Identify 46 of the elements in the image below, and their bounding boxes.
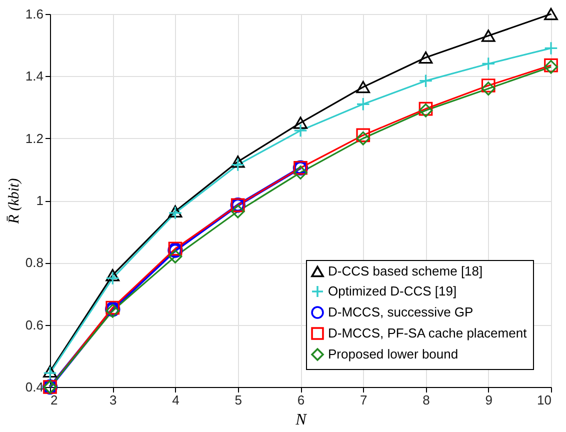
x-tick-label: 4 <box>172 392 180 408</box>
point <box>230 204 245 218</box>
y-tick-label: 0.4 <box>25 380 44 394</box>
point <box>106 271 120 286</box>
x-tick-label: 3 <box>110 392 117 408</box>
legend-label: Proposed lower bound <box>328 346 458 362</box>
legend-label: D-CCS based scheme [18] <box>328 264 483 278</box>
point <box>294 116 308 129</box>
point <box>106 268 120 282</box>
y-tick-label: 1 <box>36 193 44 208</box>
legend-label: D-MCCS, successive GP <box>328 304 474 320</box>
y-tick-label: 1.2 <box>25 130 44 146</box>
point <box>418 51 433 64</box>
x-axis-title: N <box>294 412 308 428</box>
point <box>481 30 496 42</box>
point <box>481 82 496 96</box>
x-tick-label: 2 <box>50 392 58 408</box>
x-tick-label: 6 <box>297 392 305 408</box>
legend-label: Optimized D-CCS [19] <box>328 284 457 298</box>
point <box>418 74 433 88</box>
point <box>230 158 245 172</box>
point <box>294 124 308 138</box>
y-tick-label: 0.6 <box>25 317 44 332</box>
point <box>544 41 558 56</box>
legend-label: D-MCCS, PF-SA cache placement <box>328 326 528 340</box>
point <box>168 250 182 264</box>
point <box>168 205 182 218</box>
y-axis-title: R̄ (kbit) <box>6 178 22 225</box>
x-tick-label: 9 <box>485 392 492 408</box>
x-tick-label: 7 <box>360 392 368 408</box>
y-tick-label: 1.4 <box>25 68 44 84</box>
point <box>356 128 370 142</box>
x-tick-label: 8 <box>422 392 430 408</box>
point <box>544 8 558 20</box>
point <box>481 78 496 92</box>
x-tick-label: 5 <box>234 392 242 408</box>
y-tick-label: 0.8 <box>25 255 44 270</box>
y-tick-label: 1.6 <box>25 6 44 22</box>
point <box>356 131 370 146</box>
point <box>294 166 308 180</box>
point <box>481 56 496 71</box>
point <box>168 206 182 220</box>
x-tick-label: 10 <box>537 392 552 408</box>
point <box>230 156 245 168</box>
point <box>356 80 370 94</box>
point <box>356 97 370 112</box>
